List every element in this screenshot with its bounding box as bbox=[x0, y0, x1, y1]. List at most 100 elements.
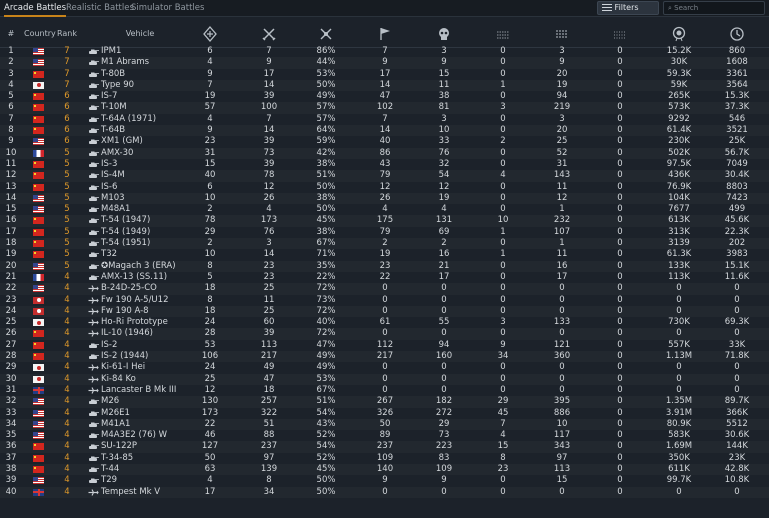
vehicle-name[interactable]: Ho-Ri Prototype bbox=[101, 317, 168, 328]
table-row[interactable]: 25 4 Ho-Ri Prototype 24 60 40% 61 55 3 133 0 730K 69… bbox=[0, 317, 769, 328]
vehicle-name[interactable]: AMX-13 (SS.11) bbox=[101, 271, 168, 282]
table-row[interactable]: 38 4 T-44 63 139 45% 140 109 23 113 0 611K 42.8K bbox=[0, 464, 769, 475]
search-input[interactable]: ⌕ Search bbox=[663, 1, 765, 15]
table-row[interactable]: 2 7 M1 Abrams 4 9 44% 9 9 0 9 0 30K 1608 bbox=[0, 57, 769, 68]
table-row[interactable]: 16 5 T-54 (1947) 78 173 45% 175 131 10 232 0 613K 45… bbox=[0, 215, 769, 226]
table-row[interactable]: 35 4 M4A3E2 (76) W 46 88 52% 89 73 4 117 0 583K 30.6… bbox=[0, 430, 769, 441]
header-rank[interactable]: Rank bbox=[57, 29, 77, 38]
vehicle-name[interactable]: IPM1 bbox=[101, 46, 122, 56]
table-row[interactable]: 11 5 IS-3 15 39 38% 43 32 0 31 0 97.5K 7049 bbox=[0, 159, 769, 170]
filters-button[interactable]: Filters bbox=[597, 1, 659, 15]
table-row[interactable]: 14 5 M103 10 26 38% 26 19 0 12 0 104K 7423 bbox=[0, 193, 769, 204]
vehicle-name[interactable]: Fw 190 A-8 bbox=[101, 305, 149, 316]
table-row[interactable]: 10 5 AMX-30 31 73 42% 86 76 0 52 0 502K 56.7K bbox=[0, 148, 769, 159]
table-row[interactable]: 13 5 IS-6 6 12 50% 12 12 0 11 0 76.9K 8803 bbox=[0, 182, 769, 193]
table-row[interactable]: 28 4 IS-2 (1944) 106 217 49% 217 160 34 360 0 1.13M… bbox=[0, 351, 769, 362]
vehicle-name[interactable]: T-34-85 bbox=[101, 452, 134, 463]
vehicle-name[interactable]: Fw 190 A-5/U12 bbox=[101, 294, 169, 305]
table-row[interactable]: 7 6 T-64A (1971) 4 7 57% 7 3 0 3 0 9292 546 bbox=[0, 114, 769, 125]
vehicle-name[interactable]: T-10M bbox=[101, 102, 127, 113]
vehicle-name[interactable]: IS-2 (1944) bbox=[101, 351, 149, 362]
stat-cell: 39 bbox=[263, 136, 275, 147]
table-row[interactable]: 18 5 T-54 (1951) 2 3 67% 2 2 0 1 0 3139 202 bbox=[0, 238, 769, 249]
win-rate-icon[interactable] bbox=[316, 19, 336, 48]
tab-realistic-battles[interactable]: Realistic Battles bbox=[66, 3, 134, 13]
vehicle-name[interactable]: T-54 (1951) bbox=[101, 238, 151, 249]
vehicle-name[interactable]: M103 bbox=[101, 192, 125, 203]
table-row[interactable]: 3 7 T-80B 9 17 53% 17 15 0 20 0 59.3K 3361 bbox=[0, 69, 769, 80]
table-row[interactable]: 21 4 AMX-13 (SS.11) 5 23 22% 22 17 0 17 0 113K 11.6K bbox=[0, 272, 769, 283]
table-row[interactable]: 4 7 Type 90 7 14 50% 14 11 1 19 0 59K 3564 bbox=[0, 80, 769, 91]
table-row[interactable]: 24 4 Fw 190 A-8 18 25 72% 0 0 0 0 0 0 0 bbox=[0, 306, 769, 317]
sl-icon[interactable] bbox=[669, 19, 689, 48]
vehicle-name[interactable]: IL-10 (1946) bbox=[101, 328, 153, 339]
vehicle-name[interactable]: B-24D-25-CO bbox=[101, 283, 157, 294]
table-row[interactable]: 20 5 ✪Magach 3 (ERA) 8 23 35% 23 21 0 16 0 133K 15.1… bbox=[0, 261, 769, 272]
table-row[interactable]: 17 5 T-54 (1949) 29 76 38% 79 69 1 107 0 313K 22.3K bbox=[0, 227, 769, 238]
table-row[interactable]: 37 4 T-34-85 50 97 52% 109 83 8 97 0 350K 23K bbox=[0, 453, 769, 464]
table-row[interactable]: 12 5 IS-4M 40 78 51% 79 54 4 143 0 436K 30.4K bbox=[0, 170, 769, 181]
header-country[interactable]: Country bbox=[24, 29, 56, 38]
victories-icon[interactable] bbox=[200, 19, 220, 48]
table-row[interactable]: 36 4 SU-122P 127 237 54% 237 223 15 343 0 1.69M 144K bbox=[0, 441, 769, 452]
table-row[interactable]: 6 6 T-10M 57 100 57% 102 81 3 219 0 573K 37.3K bbox=[0, 102, 769, 113]
tab-arcade-battles[interactable]: Arcade Battles bbox=[4, 0, 67, 17]
table-row[interactable]: 29 4 Ki-61-I Hei 24 49 49% 0 0 0 0 0 0 0 bbox=[0, 362, 769, 373]
vehicle-name[interactable]: T-64B bbox=[101, 125, 126, 136]
table-row[interactable]: 1 7 IPM1 6 7 86% 7 3 0 3 0 15.2K 860 bbox=[0, 46, 769, 57]
table-row[interactable]: 19 5 T32 10 14 71% 19 16 1 11 0 61.3K 3983 bbox=[0, 249, 769, 260]
table-row[interactable]: 22 4 B-24D-25-CO 18 25 72% 0 0 0 0 0 0 0 bbox=[0, 283, 769, 294]
table-row[interactable]: 34 4 M41A1 22 51 43% 50 29 7 10 0 80.9K 5512 bbox=[0, 419, 769, 430]
vehicle-name[interactable]: Ki-84 Ko bbox=[101, 373, 136, 384]
deaths-icon[interactable] bbox=[434, 19, 454, 48]
vehicle-name[interactable]: IS-3 bbox=[101, 158, 118, 169]
vehicle-name[interactable]: M48A1 bbox=[101, 204, 131, 215]
vehicle-name[interactable]: IS-7 bbox=[101, 91, 118, 102]
table-row[interactable]: 40 4 Tempest Mk V 17 34 50% 0 0 0 0 0 0 0 bbox=[0, 487, 769, 498]
vehicle-name[interactable]: XM1 (GM) bbox=[101, 136, 143, 147]
vehicle-name[interactable]: ✪Magach 3 (ERA) bbox=[101, 260, 176, 271]
table-row[interactable]: 33 4 M26E1 173 322 54% 326 272 45 886 0 3.91M 366K bbox=[0, 408, 769, 419]
vehicle-name[interactable]: M1 Abrams bbox=[101, 57, 150, 68]
table-row[interactable]: 23 4 Fw 190 A-5/U12 8 11 73% 0 0 0 0 0 0 0 bbox=[0, 295, 769, 306]
respawns-icon[interactable] bbox=[375, 19, 395, 48]
vehicle-name[interactable]: T-64A (1971) bbox=[101, 113, 157, 124]
table-row[interactable]: 8 6 T-64B 9 14 64% 14 10 0 20 0 61.4K 3521 bbox=[0, 125, 769, 136]
header-index[interactable]: # bbox=[7, 29, 15, 38]
vehicle-name[interactable]: SU-122P bbox=[101, 441, 138, 452]
air-kills-icon[interactable] bbox=[493, 19, 513, 48]
table-row[interactable]: 15 5 M48A1 2 4 50% 4 4 0 1 0 7677 499 bbox=[0, 204, 769, 215]
vehicle-name[interactable]: M26 bbox=[101, 396, 120, 407]
table-row[interactable]: 9 6 XM1 (GM) 23 39 59% 40 33 2 25 0 230K 25K bbox=[0, 136, 769, 147]
vehicle-name[interactable]: IS-2 bbox=[101, 339, 118, 350]
vehicle-name[interactable]: T32 bbox=[101, 249, 118, 260]
vehicle-name[interactable]: AMX-30 bbox=[101, 147, 134, 158]
vehicle-name[interactable]: T29 bbox=[101, 475, 118, 486]
table-row[interactable]: 30 4 Ki-84 Ko 25 47 53% 0 0 0 0 0 0 0 bbox=[0, 374, 769, 385]
ground-kills-icon[interactable] bbox=[552, 19, 572, 48]
vehicle-name[interactable]: T-54 (1947) bbox=[101, 215, 151, 226]
vehicle-name[interactable]: IS-4M bbox=[101, 170, 125, 181]
rp-icon[interactable] bbox=[727, 19, 747, 48]
table-row[interactable]: 27 4 IS-2 53 113 47% 112 94 9 121 0 557K 33K bbox=[0, 340, 769, 351]
vehicle-name[interactable]: IS-6 bbox=[101, 181, 118, 192]
vehicle-name[interactable]: M26E1 bbox=[101, 407, 130, 418]
table-row[interactable]: 26 4 IL-10 (1946) 28 39 72% 0 0 0 0 0 0 0 bbox=[0, 328, 769, 339]
vehicle-name[interactable]: T-54 (1949) bbox=[101, 226, 151, 237]
vehicle-name[interactable]: Ki-61-I Hei bbox=[101, 362, 146, 373]
header-vehicle[interactable]: Vehicle bbox=[125, 29, 155, 38]
vehicle-name[interactable]: T-80B bbox=[101, 68, 126, 79]
vehicle-name[interactable]: M41A1 bbox=[101, 418, 131, 429]
vehicle-name[interactable]: Lancaster B Mk III bbox=[101, 384, 177, 395]
table-row[interactable]: 32 4 M26 130 257 51% 267 182 29 395 0 1.35M 89.7K bbox=[0, 396, 769, 407]
naval-kills-icon[interactable] bbox=[610, 19, 630, 48]
battles-icon[interactable] bbox=[259, 19, 279, 48]
vehicle-name[interactable]: Tempest Mk V bbox=[101, 486, 161, 497]
table-row[interactable]: 31 4 Lancaster B Mk III 12 18 67% 0 0 0 0 0 0 0 bbox=[0, 385, 769, 396]
table-row[interactable]: 5 6 IS-7 19 39 49% 47 38 0 94 0 265K 15.3K bbox=[0, 91, 769, 102]
tab-simulator-battles[interactable]: Simulator Battles bbox=[131, 3, 205, 13]
table-row[interactable]: 39 4 T29 4 8 50% 9 9 0 15 0 99.7K 10.8K bbox=[0, 475, 769, 486]
vehicle-name[interactable]: M4A3E2 (76) W bbox=[101, 430, 167, 441]
vehicle-name[interactable]: Type 90 bbox=[101, 79, 135, 90]
vehicle-name[interactable]: T-44 bbox=[101, 463, 120, 474]
